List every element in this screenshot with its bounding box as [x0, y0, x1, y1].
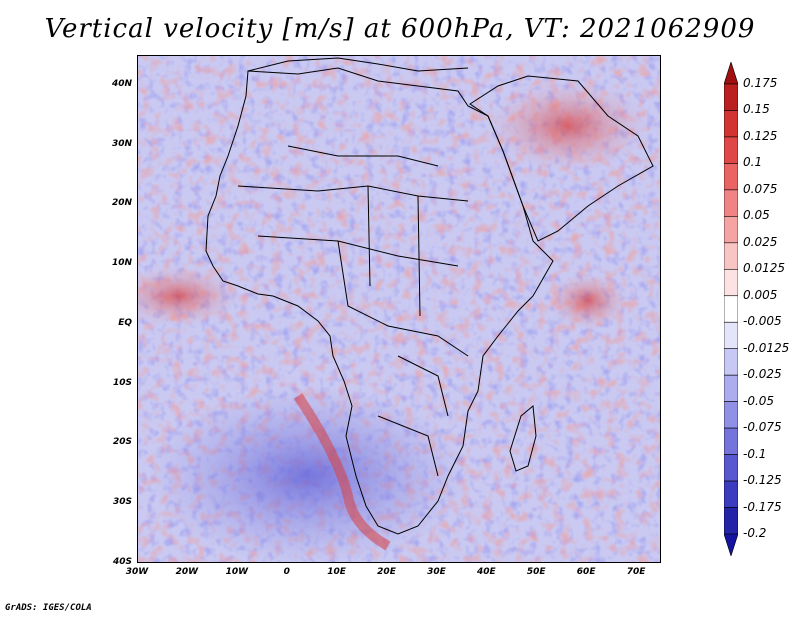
colorbar-bin [724, 427, 738, 455]
lon-tick-label: 10W [225, 567, 249, 577]
lon-tick-label: 60E [576, 567, 596, 577]
map-panel[interactable] [137, 55, 661, 563]
coastlines [205, 57, 654, 535]
lon-tick-label: 50E [526, 567, 546, 577]
lat-tick-label: EQ [118, 317, 132, 328]
colorbar-label: 0.025 [743, 234, 778, 249]
colorbar [724, 62, 738, 556]
colorbar-label: -0.125 [743, 473, 782, 488]
lon-tick-label: 20E [377, 567, 396, 577]
colorbar-label: 0.175 [743, 76, 778, 90]
mediterranean-coast [247, 57, 469, 72]
lat-tick-label: 20S [112, 437, 132, 448]
madagascar-coastline [509, 405, 537, 472]
colorbar-bin [724, 507, 738, 535]
lon-tick-label: 20W [175, 567, 199, 577]
lat-tick-label: 20N [111, 198, 132, 209]
lat-tick-label: 10N [111, 258, 132, 269]
colorbar-label: 0.1 [743, 155, 763, 170]
lon-tick-label: 40E [476, 567, 496, 577]
country-borders [237, 145, 469, 477]
colorbar-bin [724, 189, 738, 217]
colorbar-bin [724, 295, 738, 323]
colorbar-bin [724, 242, 738, 270]
colorbar-label: -0.05 [743, 393, 775, 408]
colorbar-bin [724, 374, 738, 402]
indian-ocean-red-region [548, 273, 628, 329]
colorbar-bin [724, 401, 738, 429]
lon-tick-label: 0 [283, 567, 290, 577]
colorbar-min-triangle [724, 533, 738, 556]
lon-tick-label: 30E [427, 567, 446, 577]
colorbar-label: -0.075 [743, 420, 782, 435]
lon-tick-label: 10E [327, 567, 346, 577]
lon-tick-label: 70E [626, 567, 646, 577]
colorbar-label: 0.05 [743, 208, 770, 223]
lat-tick-label: 30N [111, 138, 132, 149]
tropical-red-band [138, 266, 238, 326]
colorbar-label: -0.2 [743, 526, 767, 540]
colorbar-bin [724, 83, 738, 111]
colorbar-label: 0.075 [743, 181, 778, 196]
lat-tick-label: 10S [112, 377, 132, 388]
colorbar-label: -0.1 [743, 446, 767, 461]
colorbar-bin [724, 348, 738, 376]
colorbar-label: -0.025 [743, 367, 782, 382]
colorbar-max-triangle [724, 62, 738, 85]
colorbar-bin [724, 110, 738, 138]
colorbar-bin [724, 216, 738, 244]
south-atlantic-swirl [148, 386, 468, 562]
colorbar-label: -0.0125 [743, 340, 790, 355]
colorbar-label: -0.175 [743, 499, 782, 514]
colorbar-bin [724, 268, 738, 297]
colorbar-bin [724, 454, 738, 482]
arabian-red-region [488, 81, 648, 171]
arabia-coastline [469, 75, 654, 242]
south-atlantic-front [293, 393, 391, 551]
lon-tick-label: 30W [125, 567, 149, 577]
colorbar-label: -0.005 [743, 314, 782, 329]
velocity-field-map [138, 56, 660, 562]
colorbar-bin [724, 321, 738, 350]
credit-text: GrADS: IGES/COLA [5, 603, 92, 613]
lat-tick-label: 30S [112, 497, 132, 508]
colorbar-bin [724, 163, 738, 191]
colorbar-label: 0.005 [743, 287, 778, 302]
lat-tick-label: 40S [112, 557, 132, 567]
map-title: Vertical velocity [m/s] at 600hPa, VT: 2… [44, 14, 756, 44]
lat-tick-label: 40N [111, 78, 132, 89]
colorbar-bin [724, 136, 738, 164]
colorbar-label: 0.125 [743, 128, 778, 143]
colorbar-bin [724, 480, 738, 508]
colorbar-label: 0.0125 [743, 261, 785, 276]
colorbar-label: 0.15 [743, 102, 770, 117]
